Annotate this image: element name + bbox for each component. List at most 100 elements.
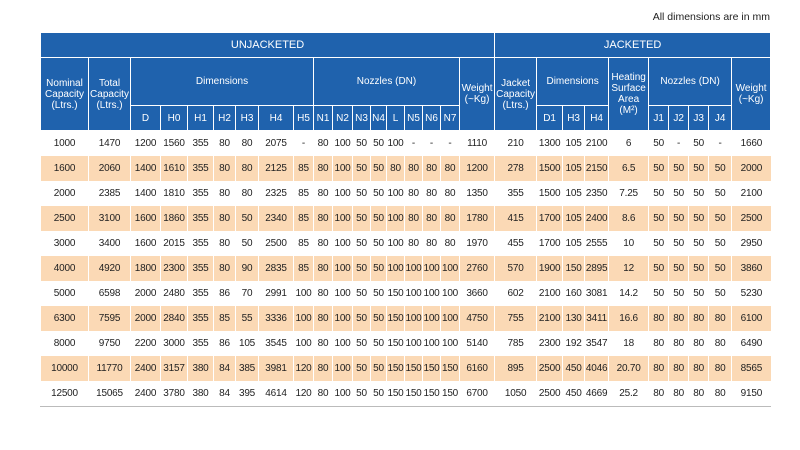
cell: 80 bbox=[213, 231, 236, 256]
cell: 80 bbox=[440, 181, 460, 206]
cell: 100 bbox=[332, 281, 353, 306]
cell: 80 bbox=[235, 181, 259, 206]
cell: 355 bbox=[187, 231, 214, 256]
cell: 100 bbox=[422, 256, 441, 281]
cell: - bbox=[440, 130, 460, 156]
cell: 5000 bbox=[40, 281, 89, 306]
cell: 105 bbox=[562, 206, 585, 231]
cell: 380 bbox=[187, 356, 214, 381]
cell: 50 bbox=[688, 206, 709, 231]
cell: 50 bbox=[688, 156, 709, 181]
cell: 9150 bbox=[731, 381, 771, 407]
subheader: N1 bbox=[313, 105, 333, 131]
subheader: J3 bbox=[688, 105, 710, 131]
cell: 50 bbox=[708, 231, 732, 256]
column-header: Nominal Capacity (Ltrs.) bbox=[40, 57, 89, 131]
cell: 4920 bbox=[88, 256, 131, 281]
cell: 50 bbox=[688, 231, 709, 256]
cell: 2340 bbox=[258, 206, 294, 231]
table-row: 6300 7595 2000 2840 355 85 55 3336 100 80 100 50 50 1… bbox=[40, 306, 771, 331]
cell: 100 bbox=[422, 281, 441, 306]
cell: 1900 bbox=[536, 256, 563, 281]
cell: 2150 bbox=[584, 156, 609, 181]
cell: 8565 bbox=[731, 356, 771, 381]
cell: 50 bbox=[688, 130, 709, 156]
cell: 755 bbox=[494, 306, 537, 331]
cell: 150 bbox=[386, 306, 405, 331]
cell: 50 bbox=[352, 231, 371, 256]
cell: 80 bbox=[313, 356, 333, 381]
subheader: H3 bbox=[562, 105, 586, 131]
cell: 50 bbox=[708, 156, 732, 181]
cell: 1780 bbox=[458, 206, 495, 231]
cell: - bbox=[404, 130, 423, 156]
cell: 100 bbox=[332, 156, 353, 181]
cell: 2400 bbox=[584, 206, 609, 231]
cell: 16.6 bbox=[608, 306, 649, 331]
cell: 50 bbox=[352, 331, 371, 356]
cell: 150 bbox=[404, 356, 423, 381]
cell: 3780 bbox=[160, 381, 188, 407]
cell: 80 bbox=[213, 181, 236, 206]
cell: 2500 bbox=[258, 231, 294, 256]
cell: 100 bbox=[422, 331, 441, 356]
cell: 50 bbox=[648, 156, 669, 181]
subheader: D bbox=[130, 105, 161, 131]
cell: 100 bbox=[332, 181, 353, 206]
cell: 8000 bbox=[40, 331, 89, 356]
cell: 2350 bbox=[584, 181, 609, 206]
cell: 80 bbox=[313, 231, 333, 256]
cell: 50 bbox=[668, 281, 689, 306]
cell: 3000 bbox=[160, 331, 188, 356]
cell: 100 bbox=[332, 306, 353, 331]
cell: 80 bbox=[235, 156, 259, 181]
cell: 50 bbox=[352, 356, 371, 381]
cell: 5230 bbox=[731, 281, 771, 306]
cell: 80 bbox=[708, 381, 732, 407]
cell: 1300 bbox=[536, 130, 563, 156]
column-header: Jacket Capacity (Ltrs.) bbox=[494, 57, 538, 131]
cell: 3081 bbox=[584, 281, 609, 306]
column-header: Heating Surface Area (M²) bbox=[608, 57, 650, 131]
cell: 2100 bbox=[536, 306, 563, 331]
subheader: H4 bbox=[584, 105, 610, 131]
cell: 12 bbox=[608, 256, 649, 281]
cell: 3660 bbox=[458, 281, 495, 306]
cell: 90 bbox=[235, 256, 259, 281]
cell: 150 bbox=[422, 356, 441, 381]
cell: 85 bbox=[293, 181, 314, 206]
cell: 1400 bbox=[130, 181, 161, 206]
cell: 50 bbox=[370, 156, 387, 181]
cell: 50 bbox=[668, 206, 689, 231]
cell: 80 bbox=[648, 331, 669, 356]
cell: 120 bbox=[293, 356, 314, 381]
cell: 7595 bbox=[88, 306, 131, 331]
subheader: N7 bbox=[440, 105, 460, 131]
cell: 100 bbox=[293, 306, 314, 331]
cell: 100 bbox=[386, 130, 405, 156]
cell: 80 bbox=[404, 181, 423, 206]
subheader: J1 bbox=[648, 105, 670, 131]
cell: 85 bbox=[213, 306, 236, 331]
cell: 3981 bbox=[258, 356, 294, 381]
cell: 80 bbox=[688, 306, 709, 331]
cell: 50 bbox=[668, 231, 689, 256]
cell: 50 bbox=[648, 256, 669, 281]
cell: 3545 bbox=[258, 331, 294, 356]
cell: 80 bbox=[313, 306, 333, 331]
cell: 50 bbox=[370, 181, 387, 206]
cell: 385 bbox=[235, 356, 259, 381]
cell: 50 bbox=[352, 381, 371, 407]
cell: 50 bbox=[370, 256, 387, 281]
column-header: Weight (~Kg) bbox=[458, 57, 496, 131]
cell: 3000 bbox=[40, 231, 89, 256]
cell: 80 bbox=[404, 231, 423, 256]
table-row: 8000 9750 2200 3000 355 86 105 3545 100 80 100 50 50… bbox=[40, 331, 771, 356]
cell: 2835 bbox=[258, 256, 294, 281]
cell: 4046 bbox=[584, 356, 609, 381]
cell: 15065 bbox=[88, 381, 131, 407]
cell: 278 bbox=[494, 156, 537, 181]
cell: 10 bbox=[608, 231, 649, 256]
cell: 2000 bbox=[130, 306, 161, 331]
cell: 80 bbox=[313, 206, 333, 231]
